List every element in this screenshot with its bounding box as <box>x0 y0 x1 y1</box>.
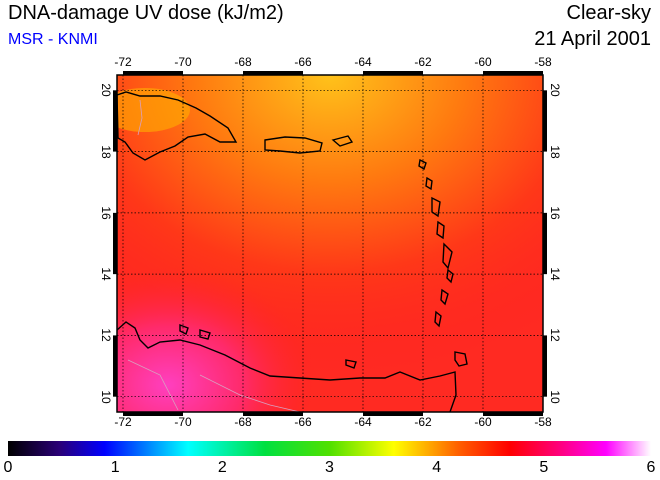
lat-tick-label: 18 <box>99 144 113 159</box>
lat-tick-label: 12 <box>99 328 113 343</box>
trinidad-coast <box>454 351 468 367</box>
frame-segment <box>543 212 547 275</box>
lat-tick-label: 20 <box>548 83 562 97</box>
puerto-rico-coast <box>264 136 323 154</box>
source-label: MSR - KNMI <box>8 31 98 48</box>
lon-tick-label: -70 <box>174 55 192 69</box>
lon-tick-label: -70 <box>174 415 192 429</box>
frame-segment <box>123 71 183 75</box>
lat-tick-label: 18 <box>548 144 562 159</box>
frame-segment <box>543 335 547 397</box>
colorbar-tick-label: 3 <box>325 459 334 476</box>
peak-dose-region <box>117 75 543 412</box>
lon-tick-label: -60 <box>474 55 492 69</box>
lat-tick-label: 16 <box>548 206 562 220</box>
frame-segment <box>243 71 303 75</box>
lat-tick-label: 20 <box>99 83 113 97</box>
lon-tick-label: -58 <box>534 415 552 429</box>
margarita-coast <box>345 359 357 369</box>
borders <box>127 99 301 412</box>
lat-tick-label: 10 <box>548 389 562 404</box>
graticule <box>117 75 543 412</box>
lon-tick-label: -62 <box>414 55 432 69</box>
colorbar-tick-label: 6 <box>646 459 656 476</box>
lat-tick-label: 10 <box>99 389 113 404</box>
frame-segment <box>543 90 547 152</box>
sky-condition-label: Clear-sky <box>566 2 651 24</box>
lon-tick-label: -68 <box>234 55 252 69</box>
frame-segment <box>113 90 117 152</box>
venezuela-coast <box>117 321 457 412</box>
colorbar-tick-label: 0 <box>3 459 13 476</box>
lon-tick-label: -66 <box>294 55 312 69</box>
lon-tick-label: -68 <box>234 415 252 429</box>
aruba-curacao-coast <box>179 323 211 340</box>
lon-tick-label: -66 <box>294 415 312 429</box>
frame-segment <box>483 71 543 75</box>
lat-tick-label: 14 <box>99 267 113 281</box>
colorbar-tick-label: 5 <box>539 459 549 476</box>
date-label: 21 April 2001 <box>534 28 651 50</box>
lon-tick-label: -64 <box>354 55 372 69</box>
lon-tick-label: -72 <box>114 55 132 69</box>
lesser-antilles-coast <box>418 158 454 328</box>
frame-segment <box>483 412 543 416</box>
coastlines <box>117 91 468 412</box>
frame-segment <box>113 335 117 397</box>
frame-checkerboard <box>113 71 547 416</box>
frame-segment <box>243 412 303 416</box>
frame-segment <box>363 71 423 75</box>
frame-segment <box>123 412 183 416</box>
lon-tick-label: -72 <box>114 415 132 429</box>
colorbar-tick-label: 1 <box>110 459 120 476</box>
frame-segment <box>113 212 117 275</box>
colorbar-tick-label: 2 <box>217 459 227 476</box>
lon-tick-label: -62 <box>414 415 432 429</box>
frame-segment <box>363 412 423 416</box>
lon-tick-label: -58 <box>534 55 552 69</box>
lat-tick-label: 12 <box>548 328 562 343</box>
lon-tick-label: -60 <box>474 415 492 429</box>
virgin-islands-coast <box>331 135 354 147</box>
lon-tick-label: -64 <box>354 415 372 429</box>
map-title: DNA-damage UV dose (kJ/m2) <box>8 2 284 24</box>
lat-tick-label: 16 <box>99 206 113 220</box>
colorbar <box>8 441 651 456</box>
hispaniola-coast <box>117 91 238 161</box>
colorbar-tick-label: 4 <box>432 459 442 476</box>
lat-tick-label: 14 <box>548 267 562 281</box>
